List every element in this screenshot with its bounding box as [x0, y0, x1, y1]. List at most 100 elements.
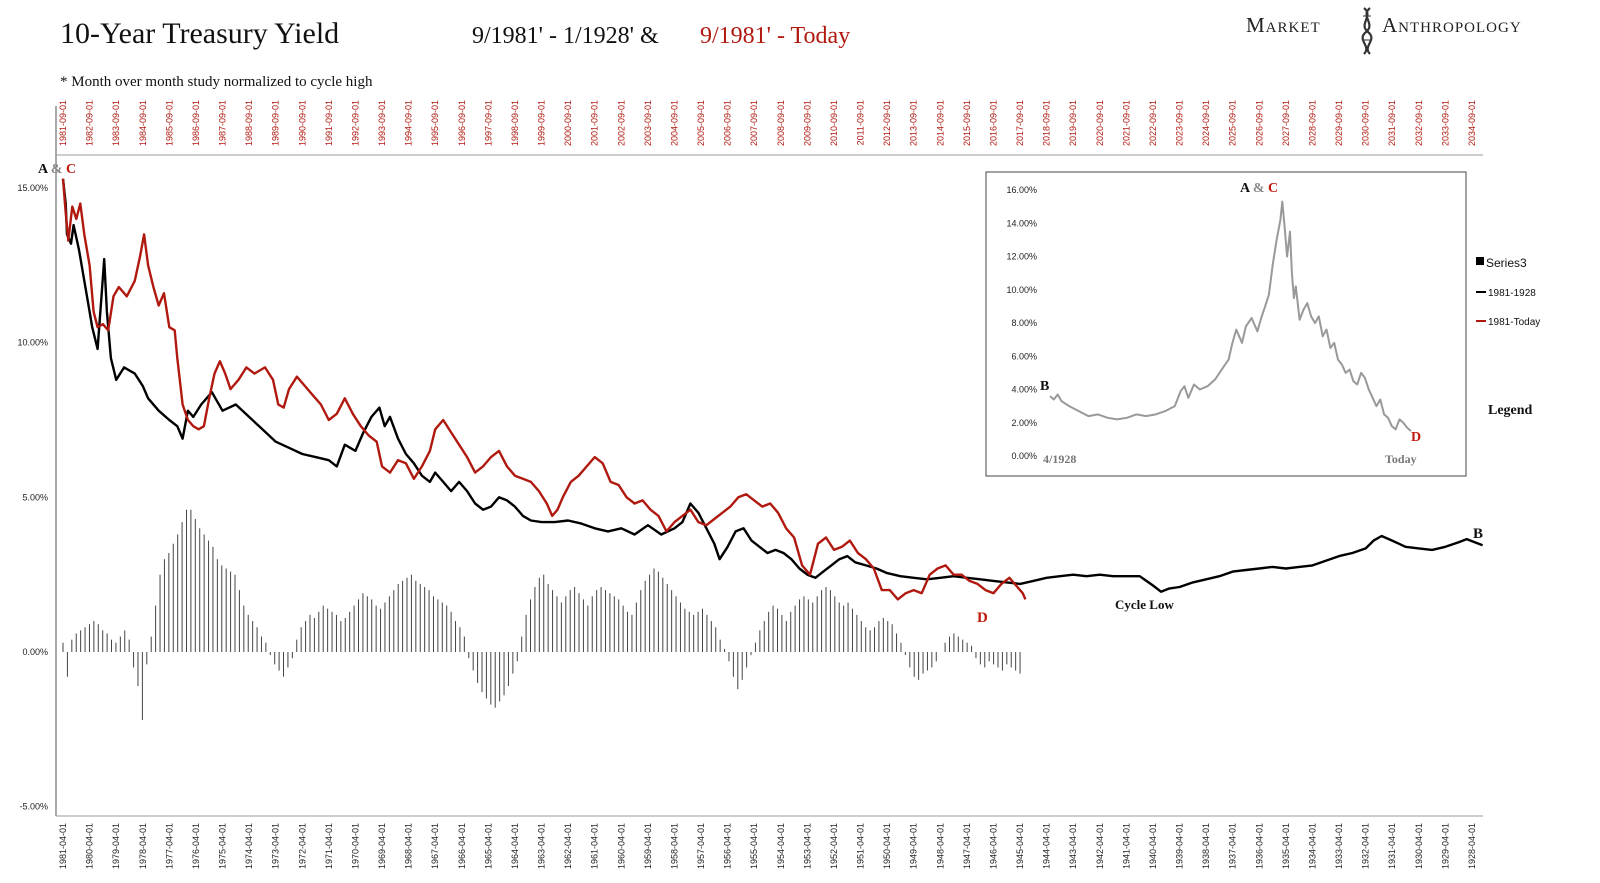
annotation-end-red: D	[977, 610, 988, 626]
top-tick-label: 2004-09-01	[669, 100, 679, 146]
top-tick-label: 2025-09-01	[1228, 100, 1238, 146]
annotation-start: A & C	[38, 162, 76, 177]
bottom-tick-label: 1929-04-01	[1440, 823, 1450, 869]
top-tick-label: 2026-09-01	[1254, 100, 1264, 146]
inset-y-tick-label: 6.00%	[1011, 351, 1037, 361]
top-tick-label: 1990-09-01	[297, 100, 307, 146]
bottom-tick-label: 1962-04-01	[563, 823, 573, 869]
top-tick-label: 1988-09-01	[244, 100, 254, 146]
top-tick-label: 2008-09-01	[776, 100, 786, 146]
top-tick-label: 1994-09-01	[404, 100, 414, 146]
bottom-tick-label: 1969-04-01	[377, 823, 387, 869]
top-tick-label: 2034-09-01	[1467, 100, 1477, 146]
series-line-black	[61, 178, 1484, 593]
top-tick-label: 2001-09-01	[590, 100, 600, 146]
top-tick-label: 2000-09-01	[563, 100, 573, 146]
top-tick-label: 1982-09-01	[85, 100, 95, 146]
inset-series-line	[1049, 200, 1412, 432]
top-tick-label: 1996-09-01	[457, 100, 467, 146]
top-tick-label: 1983-09-01	[111, 100, 121, 146]
y-tick-label: 5.00%	[22, 492, 48, 502]
bottom-tick-label: 1971-04-01	[324, 823, 334, 869]
bottom-tick-label: 1937-04-01	[1228, 823, 1238, 869]
y-tick-label: 0.00%	[22, 647, 48, 657]
top-axis-ticks: 1981-09-01 1982-09-01 1983-09-01 1984-09-01…	[58, 100, 1477, 146]
legend-title: Legend	[1488, 403, 1533, 418]
bottom-tick-label: 1956-04-01	[723, 823, 733, 869]
bottom-tick-label: 1940-04-01	[1148, 823, 1158, 869]
brand-right: Anthropology	[1382, 13, 1522, 37]
inset-chart: 16.00% 14.00% 12.00% 10.00% 8.00% 6.00% 4.00% 2…	[985, 171, 1540, 477]
top-tick-label: 1986-09-01	[191, 100, 201, 146]
top-tick-label: 2009-09-01	[802, 100, 812, 146]
y-tick-label: -5.00%	[19, 802, 48, 812]
annotation-end-black: B	[1473, 526, 1483, 542]
bottom-tick-label: 1981-04-01	[58, 823, 68, 869]
subtitle-red: 9/1981' - Today	[700, 23, 850, 49]
top-tick-label: 1991-09-01	[324, 100, 334, 146]
top-tick-label: 1989-09-01	[271, 100, 281, 146]
bottom-tick-label: 1966-04-01	[457, 823, 467, 869]
bottom-tick-label: 1951-04-01	[856, 823, 866, 869]
legend-label-series3: Series3	[1486, 256, 1527, 270]
bottom-tick-label: 1933-04-01	[1334, 823, 1344, 869]
top-tick-label: 2021-09-01	[1121, 100, 1131, 146]
bottom-tick-label: 1953-04-01	[802, 823, 812, 869]
inset-legend: Series3 1981-1928 1981-Today Legend	[1476, 256, 1540, 418]
legend-swatch-series3	[1476, 257, 1484, 265]
bottom-tick-label: 1977-04-01	[164, 823, 174, 869]
bottom-tick-label: 1955-04-01	[749, 823, 759, 869]
top-tick-label: 2016-09-01	[988, 100, 998, 146]
top-tick-label: 2019-09-01	[1068, 100, 1078, 146]
series-line-red	[61, 178, 1027, 601]
bottom-tick-label: 1931-04-01	[1387, 823, 1397, 869]
y-axis-ticks: 15.00% 10.00% 5.00% 0.00% -5.00%	[17, 183, 48, 812]
bottom-tick-label: 1944-04-01	[1042, 823, 1052, 869]
top-tick-label: 2007-09-01	[749, 100, 759, 146]
top-tick-label: 1985-09-01	[164, 100, 174, 146]
inset-y-tick-label: 0.00%	[1011, 451, 1037, 461]
bottom-tick-label: 1960-04-01	[616, 823, 626, 869]
bottom-tick-label: 1980-04-01	[85, 823, 95, 869]
bottom-tick-label: 1935-04-01	[1281, 823, 1291, 869]
top-tick-label: 2011-09-01	[856, 100, 866, 145]
dna-helix-icon	[1361, 7, 1373, 55]
legend-label-red: 1981-Today	[1488, 317, 1540, 328]
bottom-tick-label: 1942-04-01	[1095, 823, 1105, 869]
chart-title: 10-Year Treasury Yield	[60, 17, 339, 50]
bottom-tick-label: 1952-04-01	[829, 823, 839, 869]
bottom-tick-label: 1975-04-01	[218, 823, 228, 869]
inset-line-path	[1049, 200, 1412, 432]
bottom-tick-label: 1961-04-01	[590, 823, 600, 869]
top-tick-label: 2015-09-01	[962, 100, 972, 146]
y-tick-label: 10.00%	[17, 338, 48, 348]
top-tick-label: 2033-09-01	[1440, 100, 1450, 146]
bottom-tick-label: 1930-04-01	[1414, 823, 1424, 869]
bottom-tick-label: 1945-04-01	[1015, 823, 1025, 869]
bottom-tick-label: 1972-04-01	[297, 823, 307, 869]
bottom-tick-label: 1959-04-01	[643, 823, 653, 869]
bottom-tick-label: 1946-04-01	[988, 823, 998, 869]
top-tick-label: 2022-09-01	[1148, 100, 1158, 146]
top-tick-label: 2013-09-01	[909, 100, 919, 146]
brand-left: Market	[1246, 13, 1321, 37]
y-tick-label: 15.00%	[17, 183, 48, 193]
top-tick-label: 1999-09-01	[537, 100, 547, 146]
top-tick-label: 2005-09-01	[696, 100, 706, 146]
top-tick-label: 2029-09-01	[1334, 100, 1344, 146]
top-tick-label: 2027-09-01	[1281, 100, 1291, 146]
bottom-tick-label: 1957-04-01	[696, 823, 706, 869]
top-tick-label: 2030-09-01	[1361, 100, 1371, 146]
top-tick-label: 1993-09-01	[377, 100, 387, 146]
top-tick-label: 1995-09-01	[430, 100, 440, 146]
subtitle-black: 9/1981' - 1/1928' &	[472, 23, 659, 49]
inset-label-end: D	[1411, 430, 1421, 445]
top-tick-label: 1997-09-01	[483, 100, 493, 146]
bottom-tick-label: 1963-04-01	[537, 823, 547, 869]
bottom-tick-label: 1938-04-01	[1201, 823, 1211, 869]
top-tick-label: 2028-09-01	[1307, 100, 1317, 146]
annotation-cycle-low: Cycle Low	[1115, 597, 1174, 612]
top-tick-label: 2006-09-01	[723, 100, 733, 146]
inset-y-axis-ticks: 16.00% 14.00% 12.00% 10.00% 8.00% 6.00% 4.00% 2…	[1006, 185, 1037, 461]
inset-y-tick-label: 12.00%	[1006, 252, 1037, 262]
